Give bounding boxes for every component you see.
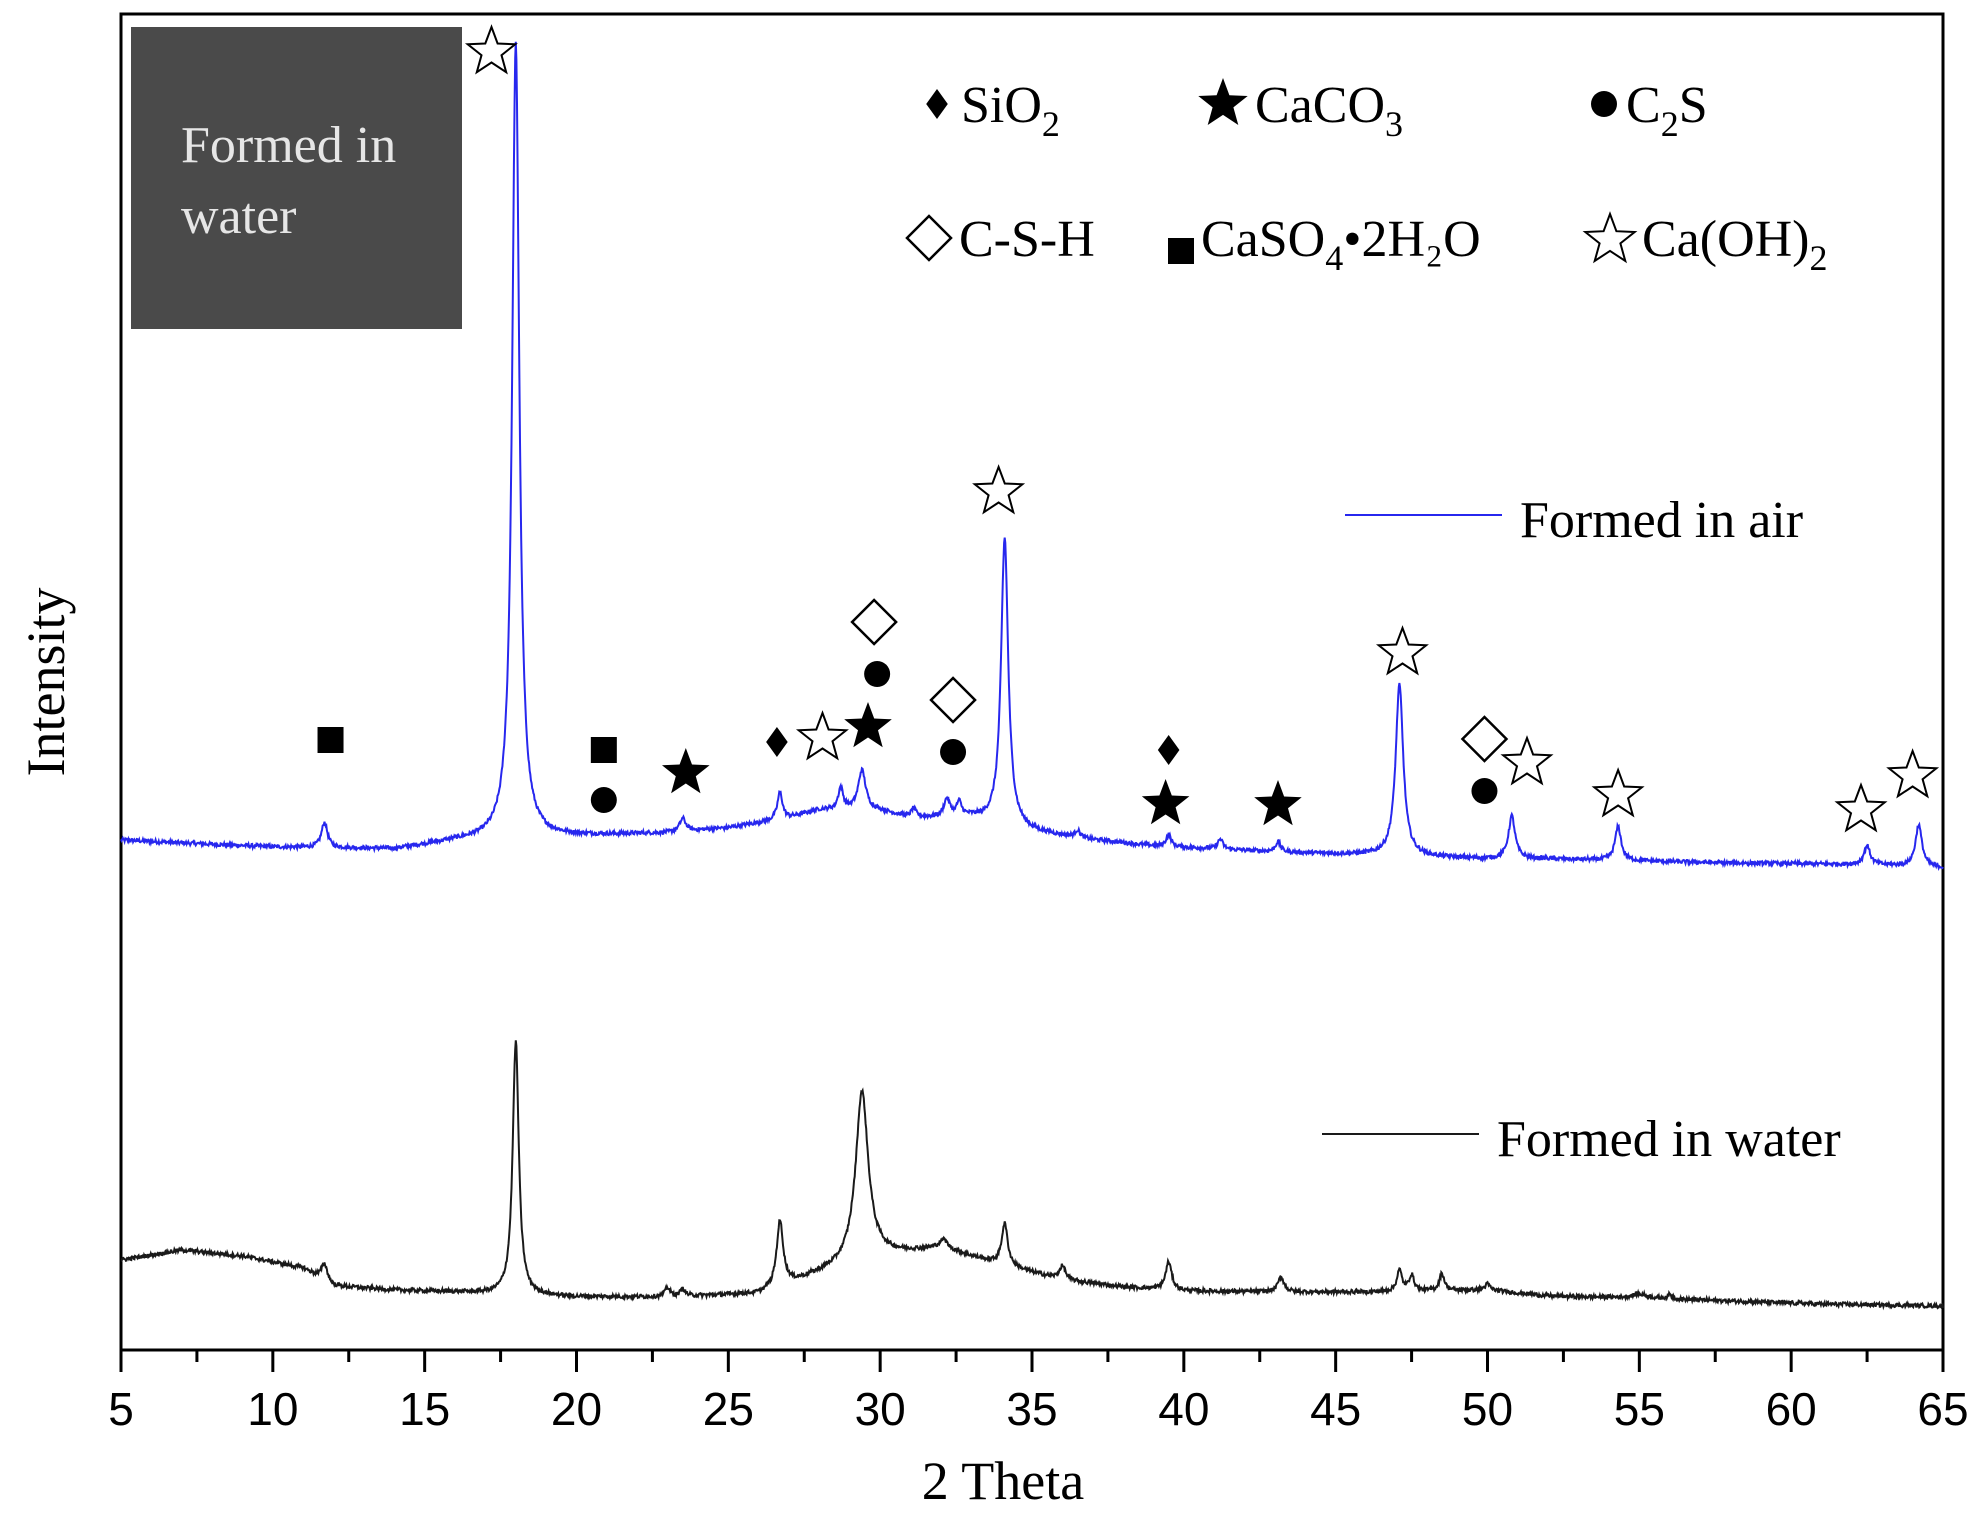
x-tick-label: 10: [247, 1383, 298, 1435]
star-filled-marker: [662, 748, 710, 794]
circle-filled-marker: [590, 787, 617, 813]
star-open-marker: [1500, 735, 1554, 786]
inset-photo: Formed in water: [131, 27, 462, 329]
phase-legend-label: Ca(OH)2: [1642, 211, 1828, 278]
x-tick-label: 5: [108, 1383, 134, 1435]
star-filled-marker: [844, 702, 892, 748]
diamond-open-marker: [905, 214, 953, 262]
square-filled-marker: [590, 737, 617, 763]
peak-annotations: [317, 24, 1940, 833]
x-tick-label: 55: [1614, 1383, 1665, 1435]
inset-photo-caption-line2: water: [181, 188, 296, 245]
x-tick-label: 60: [1766, 1383, 1817, 1435]
diamond-open-marker: [850, 598, 898, 646]
phase-legend-label: C-S-H: [959, 211, 1095, 268]
star-open-marker: [464, 24, 518, 75]
series-line-formed-in-water: [120, 1040, 1944, 1311]
series-line-formed-in-air: [120, 41, 1944, 872]
diamond-open-marker: [929, 676, 977, 724]
inset-photo-caption-line1: Formed in: [181, 117, 396, 174]
x-tick-label: 15: [399, 1383, 450, 1435]
series-legend: Formed in air Formed in water: [1322, 492, 1841, 1168]
square-filled-marker: [317, 727, 344, 753]
diamond-filled-marker: [766, 727, 788, 757]
phase-legend-label: CaSO4•2H₂O: [1201, 211, 1481, 278]
phase-legend-label: SiO2: [961, 77, 1060, 144]
inset-photo-background: [131, 27, 462, 329]
star-filled-marker: [1141, 779, 1190, 825]
x-tick-label: 65: [1917, 1383, 1968, 1435]
star-open-marker: [1375, 625, 1429, 676]
x-axis-ticks: 5 10 15 20 25 30 35 40 45 50 55 60 65: [108, 1350, 1969, 1435]
star-open-marker: [1886, 748, 1940, 799]
diamond-open-marker: [1460, 715, 1509, 763]
x-tick-label: 35: [1006, 1383, 1057, 1435]
phase-legend-label: CaCO3: [1255, 77, 1403, 144]
star-open-marker: [1834, 782, 1888, 833]
x-tick-label: 25: [703, 1383, 754, 1435]
star-open-marker: [1591, 767, 1645, 818]
circle-filled-marker: [864, 661, 891, 687]
x-tick-label: 20: [551, 1383, 602, 1435]
x-tick-label: 40: [1158, 1383, 1209, 1435]
circle-filled-marker: [1591, 91, 1617, 117]
x-tick-label: 30: [855, 1383, 906, 1435]
x-tick-label: 50: [1462, 1383, 1513, 1435]
star-filled-marker: [1198, 78, 1248, 125]
x-tick-label: 45: [1310, 1383, 1361, 1435]
star-filled-marker: [1254, 780, 1302, 826]
y-axis-title: Intensity: [16, 588, 76, 777]
diamond-filled-marker: [1157, 735, 1180, 765]
x-axis-title: 2 Theta: [922, 1451, 1084, 1511]
star-open-marker: [795, 710, 849, 761]
star-open-marker: [972, 464, 1026, 515]
circle-filled-marker: [1471, 778, 1498, 804]
phase-legend-label: C2S: [1626, 77, 1708, 144]
star-open-marker: [1582, 211, 1638, 264]
circle-filled-marker: [940, 739, 967, 765]
legend-label-formed-in-water: Formed in water: [1497, 1111, 1841, 1168]
diamond-filled-marker: [926, 89, 948, 119]
phase-legend: SiO2 CaCO3 C2S C-S-H CaSO4•2H₂O Ca(OH)2: [905, 77, 1828, 278]
legend-label-formed-in-air: Formed in air: [1520, 492, 1803, 549]
square-filled-marker: [1168, 238, 1194, 264]
